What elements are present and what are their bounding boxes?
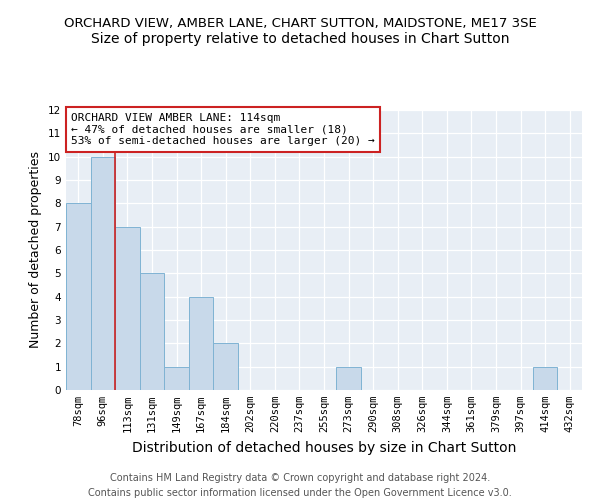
Text: Size of property relative to detached houses in Chart Sutton: Size of property relative to detached ho…	[91, 32, 509, 46]
Bar	[91, 156, 115, 390]
Bar	[140, 274, 164, 390]
Bar	[115, 226, 140, 390]
Bar	[189, 296, 214, 390]
Bar	[164, 366, 189, 390]
Y-axis label: Number of detached properties: Number of detached properties	[29, 152, 43, 348]
Text: Contains HM Land Registry data © Crown copyright and database right 2024.
Contai: Contains HM Land Registry data © Crown c…	[88, 472, 512, 498]
Bar	[214, 344, 238, 390]
Text: ORCHARD VIEW, AMBER LANE, CHART SUTTON, MAIDSTONE, ME17 3SE: ORCHARD VIEW, AMBER LANE, CHART SUTTON, …	[64, 18, 536, 30]
Bar	[533, 366, 557, 390]
X-axis label: Distribution of detached houses by size in Chart Sutton: Distribution of detached houses by size …	[132, 440, 516, 454]
Bar	[336, 366, 361, 390]
Text: ORCHARD VIEW AMBER LANE: 114sqm
← 47% of detached houses are smaller (18)
53% of: ORCHARD VIEW AMBER LANE: 114sqm ← 47% of…	[71, 113, 375, 146]
Bar	[66, 204, 91, 390]
